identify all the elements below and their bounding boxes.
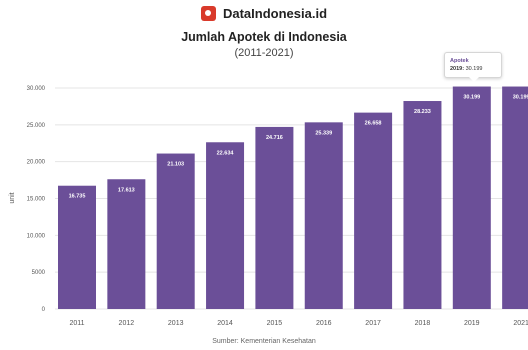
bar-data-label: 30.199: [513, 95, 528, 101]
bar-data-label: 17.613: [118, 187, 135, 193]
chart-subtitle: (2011-2021): [234, 47, 294, 59]
bar-data-label: 26.658: [365, 121, 382, 127]
bar-data-label: 25.339: [315, 130, 332, 136]
bar-tooltip: Apotek 2019: 30.199: [444, 52, 502, 82]
x-tick-label: 2014: [217, 320, 233, 327]
bar-data-label: 22.634: [217, 150, 235, 156]
source-note: Sumber: Kementerian Kesehatan: [212, 338, 316, 345]
bar: [354, 112, 393, 309]
y-tick-label: 0: [42, 307, 46, 313]
y-tick-label: 15.000: [27, 197, 46, 203]
tooltip-value: 30.199: [465, 66, 483, 72]
bar: [58, 185, 96, 309]
x-tick-label: 2018: [415, 320, 431, 327]
y-tick-label: 30.000: [27, 86, 46, 92]
y-tick-label: 10.000: [27, 233, 46, 239]
bar-data-label: 30.199: [463, 95, 480, 101]
x-tick-label: 2011: [69, 320, 84, 327]
bar: [452, 86, 491, 310]
bar: [206, 142, 245, 309]
bar: [502, 86, 528, 310]
y-tick-label: 5000: [32, 270, 46, 276]
y-tick-label: 25.000: [27, 123, 46, 129]
bar: [403, 101, 442, 309]
x-tick-label: 2013: [168, 320, 184, 327]
x-tick-label: 2019: [464, 320, 480, 327]
brand-header: DataIndonesia.id: [0, 6, 528, 21]
bar: [255, 126, 294, 309]
bar-data-label: 16.735: [69, 194, 86, 200]
y-tick-label: 20.000: [27, 160, 46, 166]
bar-data-label: 28.233: [414, 109, 431, 115]
x-tick-label: 2015: [267, 320, 283, 327]
x-tick-label: 2021: [513, 320, 528, 327]
bar-data-label: 21.103: [167, 162, 184, 168]
brand-name: DataIndonesia.id: [222, 6, 328, 21]
bar-data-label: 24.716: [266, 135, 283, 141]
x-tick-label: 2012: [119, 320, 135, 327]
chart-title: Jumlah Apotek di Indonesia: [181, 30, 347, 44]
x-tick-label: 2017: [365, 320, 381, 327]
x-tick-label: 2016: [316, 320, 332, 327]
bar: [107, 179, 146, 309]
tooltip-series-name: Apotek: [450, 58, 469, 64]
tooltip-year: 2019:: [450, 66, 465, 72]
bar: [156, 153, 195, 309]
dataindonesia-logo-icon: [200, 6, 216, 21]
y-axis-label: unit: [9, 192, 16, 203]
bar: [304, 122, 343, 310]
